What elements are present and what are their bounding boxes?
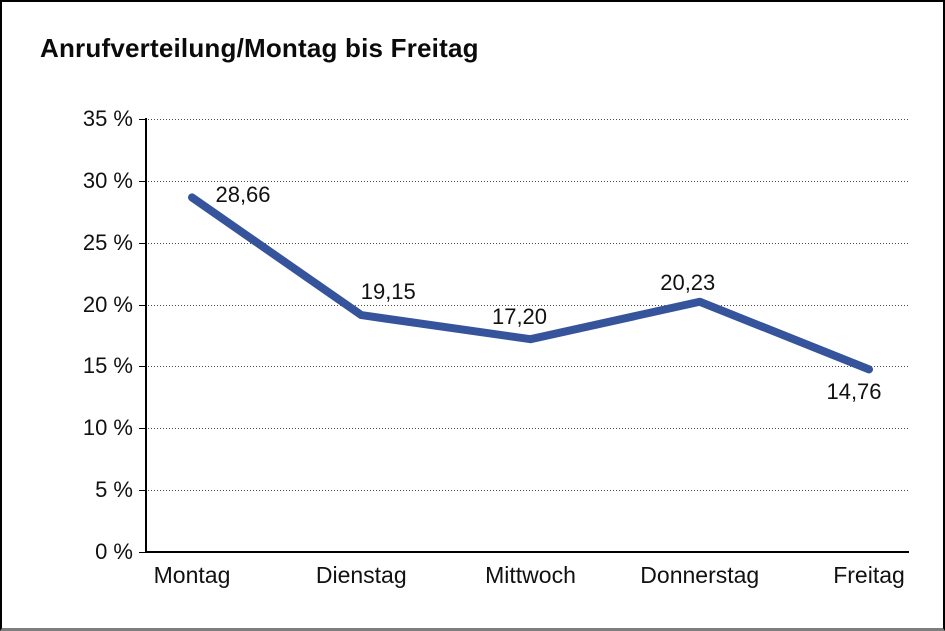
- y-axis-tick: [139, 180, 146, 182]
- x-axis-line: [145, 551, 909, 553]
- y-axis-tick: [139, 428, 146, 430]
- x-category-label: Dienstag: [315, 562, 407, 588]
- x-category-label: Donnerstag: [640, 562, 760, 588]
- y-tick-label: 30 %: [82, 167, 133, 193]
- gridline: [148, 366, 908, 368]
- y-tick-label: 5 %: [95, 477, 133, 503]
- y-tick-label: 25 %: [82, 229, 133, 255]
- y-axis-tick: [139, 119, 146, 120]
- y-axis-tick: [139, 242, 146, 244]
- y-tick-label: 0 %: [95, 539, 133, 564]
- y-axis-tick: [139, 304, 146, 306]
- data-label: 28,66: [215, 182, 271, 208]
- y-axis-tick: [139, 366, 146, 368]
- gridline: [148, 428, 908, 430]
- x-category-label: Montag: [153, 562, 231, 588]
- y-tick-label: 20 %: [82, 291, 133, 317]
- data-label: 20,23: [660, 269, 716, 295]
- y-tick-label: 35 %: [82, 106, 133, 131]
- y-tick-label: 10 %: [82, 415, 133, 441]
- gridline: [148, 119, 908, 120]
- gridline: [148, 180, 908, 182]
- data-label: 19,15: [360, 279, 416, 305]
- gridline: [148, 242, 908, 244]
- data-label: 14,76: [826, 379, 882, 405]
- y-tick-label: 15 %: [82, 353, 133, 379]
- series-line: [188, 193, 873, 374]
- x-category-label: Mittwoch: [485, 562, 576, 588]
- data-label: 17,20: [491, 304, 548, 330]
- y-axis-line: [145, 118, 147, 553]
- gridline: [148, 490, 908, 492]
- chart-title: Anrufverteilung/Montag bis Freitag: [40, 33, 479, 63]
- x-category-label: Freitag: [833, 562, 905, 588]
- y-axis-tick: [139, 552, 146, 553]
- y-axis-tick: [139, 490, 146, 492]
